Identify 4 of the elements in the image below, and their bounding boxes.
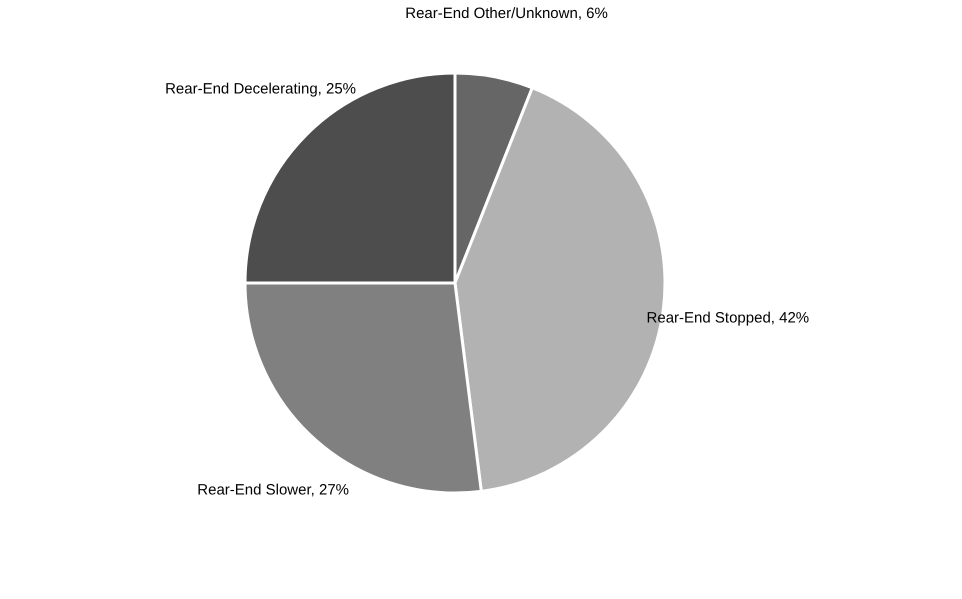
slice-label: Rear-End Stopped, 42%: [646, 309, 810, 326]
slice-label: Rear-End Slower, 27%: [197, 481, 350, 498]
slice-label: Rear-End Other/Unknown, 6%: [405, 4, 608, 22]
slice-label: Rear-End Decelerating, 25%: [165, 80, 356, 98]
